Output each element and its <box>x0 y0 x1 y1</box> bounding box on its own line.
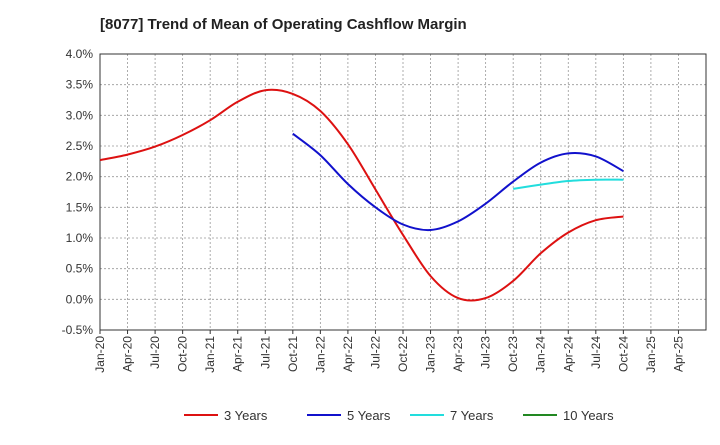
series-line-5-years <box>292 132 624 232</box>
grid-lines <box>100 53 707 331</box>
series-lines <box>99 88 624 302</box>
y-tick-label: 1.5% <box>66 200 94 214</box>
y-tick-label: 2.0% <box>66 170 94 184</box>
x-tick-label: Oct-22 <box>396 336 410 372</box>
x-tick-label: Jul-22 <box>368 336 382 369</box>
x-tick-label: Apr-22 <box>341 336 355 372</box>
x-tick-label: Jul-24 <box>589 336 603 369</box>
series-line-3-years <box>99 88 624 302</box>
legend-label-5-years: 5 Years <box>347 408 391 423</box>
x-tick-label: Oct-23 <box>506 336 520 372</box>
legend-label-3-years: 3 Years <box>224 408 268 423</box>
chart-title: [8077] Trend of Mean of Operating Cashfl… <box>100 16 467 33</box>
x-tick-label: Apr-25 <box>671 336 685 372</box>
legend: 3 Years 5 Years 7 Years 10 Years <box>184 408 614 423</box>
y-tick-label: 2.5% <box>66 139 94 153</box>
x-tick-label: Jan-22 <box>313 336 327 373</box>
y-tick-label: 0.5% <box>66 262 94 276</box>
x-tick-label: Apr-23 <box>451 336 465 372</box>
x-tick-label: Jan-24 <box>534 336 548 373</box>
x-tick-label: Oct-24 <box>616 336 630 372</box>
legend-label-10-years: 10 Years <box>563 408 614 423</box>
x-tick-label: Jan-25 <box>644 336 658 373</box>
legend-label-7-years: 7 Years <box>450 408 494 423</box>
x-tick-label: Jul-21 <box>258 336 272 369</box>
y-tick-label: 0.0% <box>66 292 94 306</box>
y-tick-label: 3.0% <box>66 108 94 122</box>
x-tick-label: Oct-20 <box>176 336 190 372</box>
x-tick-label: Apr-24 <box>561 336 575 372</box>
y-tick-label: 1.0% <box>66 231 94 245</box>
x-tick-label: Oct-21 <box>286 336 300 372</box>
series-line-7-years <box>513 178 624 190</box>
y-tick-label: -0.5% <box>62 323 94 337</box>
x-tick-label: Jan-21 <box>203 336 217 373</box>
x-tick-label: Apr-21 <box>231 336 245 372</box>
x-tick-label: Jan-23 <box>424 336 438 373</box>
x-tick-label: Jul-20 <box>148 336 162 369</box>
x-tick-label: Apr-20 <box>121 336 135 372</box>
x-tick-label: Jan-20 <box>93 336 107 373</box>
y-tick-label: 4.0% <box>66 47 94 61</box>
x-tick-label: Jul-23 <box>479 336 493 369</box>
axes: -0.5% 0.0% 0.5% 1.0% 1.5% 2.0% 2.5% 3.0% 3.5% 4.0… <box>62 47 707 373</box>
y-tick-label: 3.5% <box>66 78 94 92</box>
